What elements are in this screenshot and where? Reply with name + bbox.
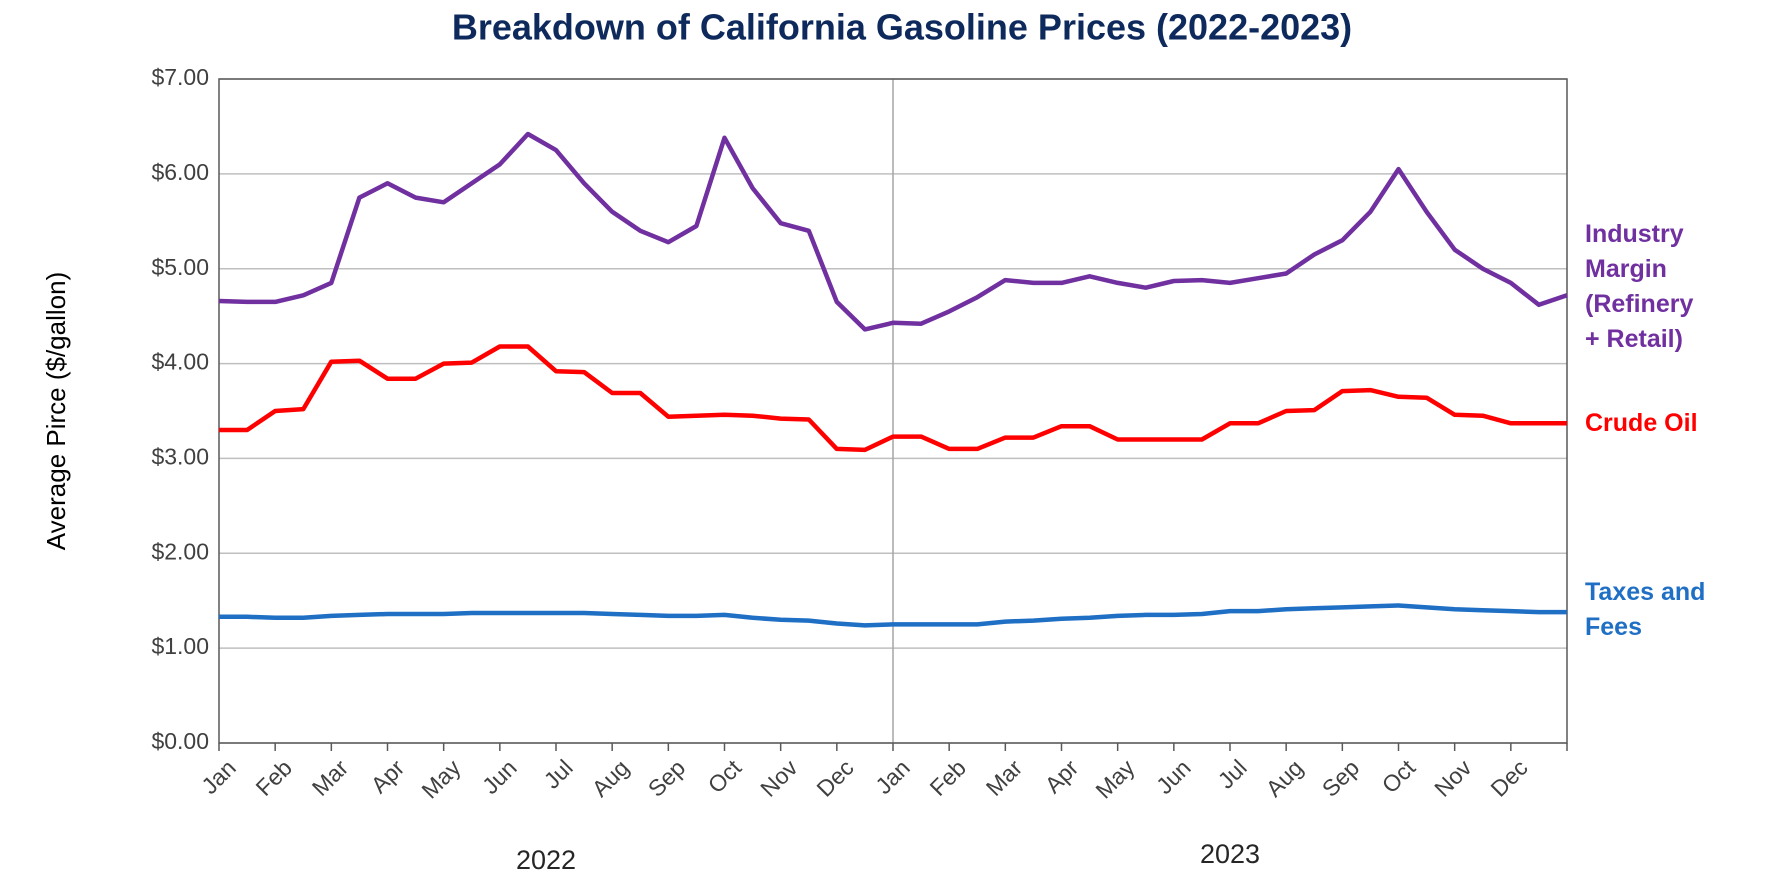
y-tick-label: $6.00 <box>151 159 209 185</box>
x-tick-label: Feb <box>925 754 971 800</box>
series-label: Taxes and Fees <box>1585 578 1706 642</box>
x-tick-label: Jan <box>870 754 915 799</box>
x-tick-label: Apr <box>366 754 410 798</box>
year-label: 2022 <box>516 845 576 875</box>
series-label: Industry Margin (Refinery + Retail) <box>1585 219 1694 353</box>
y-tick-label: $1.00 <box>151 633 209 659</box>
series-line <box>219 603 1567 628</box>
y-tick-label: $7.00 <box>151 64 209 90</box>
x-tick-label: Oct <box>703 754 747 798</box>
x-tick-label: Nov <box>1429 754 1477 802</box>
y-tick-label: $5.00 <box>151 254 209 280</box>
x-tick-label: Mar <box>307 754 354 801</box>
x-tick-label: Nov <box>755 754 803 802</box>
series-label: Crude Oil <box>1585 408 1698 437</box>
x-tick-label: Sep <box>1317 754 1364 801</box>
x-tick-label: Jul <box>1213 754 1252 793</box>
y-tick-label: $4.00 <box>151 349 209 375</box>
x-tick-label: Aug <box>1261 754 1308 801</box>
x-tick-label: Jan <box>196 754 241 799</box>
x-tick-label: May <box>1090 754 1139 803</box>
x-tick-label: May <box>416 754 465 803</box>
series-label-text: Crude Oil <box>1585 408 1698 437</box>
y-tick-label: $0.00 <box>151 728 209 754</box>
series-line <box>218 131 1568 332</box>
series-label-text: Industry Margin (Refinery + Retail) <box>1585 219 1694 353</box>
x-tick-label: Apr <box>1040 754 1084 798</box>
x-tick-label: Jun <box>1151 754 1196 799</box>
x-tick-label: Aug <box>587 754 634 801</box>
year-label: 2023 <box>1200 839 1260 869</box>
chart-title: Breakdown of California Gasoline Prices … <box>452 7 1352 48</box>
y-tick-label: $3.00 <box>151 444 209 470</box>
x-tick-label: Mar <box>981 754 1028 801</box>
y-axis-title: Average Pirce ($/gallon) <box>41 272 71 550</box>
x-tick-label: Jul <box>539 754 578 793</box>
x-tick-label: Dec <box>811 754 858 801</box>
x-tick-label: Oct <box>1377 754 1421 798</box>
y-tick-label: $2.00 <box>151 538 209 564</box>
x-tick-label: Jun <box>477 754 522 799</box>
x-tick-label: Feb <box>251 754 297 800</box>
series-line <box>219 344 1567 453</box>
x-tick-label: Dec <box>1485 754 1532 801</box>
x-tick-label: Sep <box>643 754 690 801</box>
series-label-text: Taxes and Fees <box>1585 578 1706 642</box>
